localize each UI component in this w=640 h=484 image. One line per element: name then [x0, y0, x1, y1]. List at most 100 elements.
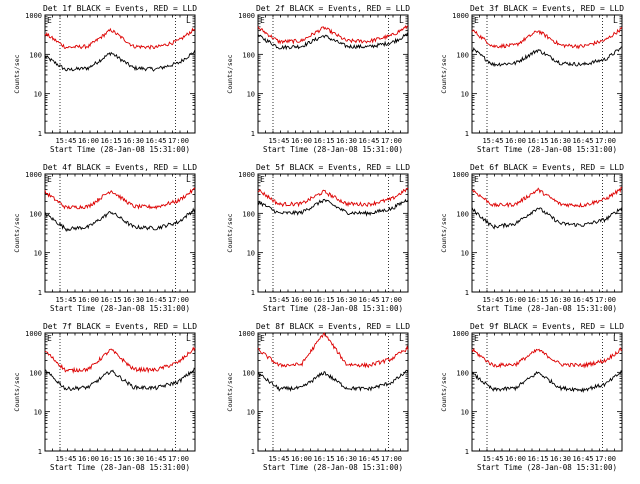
panel-det-4: Det 4f BLACK = Events, RED = LLD 1 10 100 10…	[13, 163, 197, 313]
y-axis-label: Counts/sec	[440, 54, 448, 93]
y-tick-label: 10	[247, 250, 255, 258]
panel-title: Det 2f BLACK = Events, RED = LLD	[256, 4, 410, 13]
corner-mark-left: E	[474, 334, 479, 343]
x-tick-label: 16:45	[572, 137, 593, 145]
x-tick-label: 16:00	[505, 455, 526, 463]
x-tick-label: 16:30	[336, 137, 357, 145]
y-tick-label: 1	[38, 130, 42, 138]
corner-mark-left: E	[474, 175, 479, 184]
y-tick-label: 1000	[25, 171, 42, 179]
events-series-line	[44, 367, 196, 392]
events-series-line	[471, 370, 623, 393]
lld-series-line	[257, 332, 409, 369]
x-axis-label: Start Time (28-Jan-08 15:31:00)	[263, 463, 403, 472]
corner-mark-right: L	[613, 175, 618, 184]
plot-frame	[471, 332, 623, 452]
y-tick-label: 100	[29, 51, 42, 59]
y-tick-label: 1000	[25, 12, 42, 20]
lld-series-line	[44, 27, 196, 51]
y-tick-label: 10	[34, 250, 42, 258]
x-tick-label: 16:30	[123, 455, 144, 463]
plot-frame	[471, 173, 623, 293]
events-series-line	[257, 198, 409, 217]
y-tick-label: 1000	[238, 330, 255, 338]
x-tick-label: 16:45	[145, 296, 166, 304]
y-axis-label: Counts/sec	[13, 213, 21, 252]
x-tick-label: 16:30	[550, 296, 571, 304]
x-axis-label: Start Time (28-Jan-08 15:31:00)	[477, 145, 617, 154]
y-axis-label: Counts/sec	[13, 372, 21, 411]
y-axis-label: Counts/sec	[440, 213, 448, 252]
panel-det-1: Det 1f BLACK = Events, RED = LLD 1 10 100 10…	[13, 4, 197, 154]
x-axis-label: Start Time (28-Jan-08 15:31:00)	[477, 304, 617, 313]
panel-det-8: Det 8f BLACK = Events, RED = LLD 1 10 100 10…	[226, 322, 410, 472]
plot-frame	[257, 332, 409, 452]
corner-mark-left: E	[47, 16, 52, 25]
events-series-line	[44, 207, 196, 233]
panel-title: Det 1f BLACK = Events, RED = LLD	[43, 4, 197, 13]
x-tick-label: 17:00	[381, 137, 402, 145]
x-tick-label: 16:00	[78, 137, 99, 145]
y-tick-label: 1000	[238, 12, 255, 20]
corner-mark-left: E	[260, 334, 265, 343]
y-tick-label: 10	[247, 91, 255, 99]
y-tick-label: 10	[247, 409, 255, 417]
y-tick-label: 1000	[452, 171, 469, 179]
lld-series-line	[471, 347, 623, 369]
y-tick-label: 100	[242, 210, 255, 218]
x-tick-label: 17:00	[595, 455, 616, 463]
y-axis-label: Counts/sec	[226, 213, 234, 252]
lld-series-line	[257, 24, 408, 45]
corner-mark-right: L	[186, 175, 191, 184]
y-tick-label: 1	[251, 289, 255, 297]
x-tick-label: 17:00	[595, 296, 616, 304]
x-axis-label: Start Time (28-Jan-08 15:31:00)	[263, 304, 403, 313]
x-tick-label: 15:45	[55, 455, 76, 463]
x-tick-label: 16:00	[505, 137, 526, 145]
x-tick-label: 16:30	[550, 455, 571, 463]
y-tick-label: 100	[242, 51, 255, 59]
panel-det-3: Det 3f BLACK = Events, RED = LLD 1 10 100 10…	[440, 4, 624, 154]
x-tick-label: 16:00	[291, 455, 312, 463]
x-tick-label: 16:15	[313, 137, 334, 145]
x-axis-label: Start Time (28-Jan-08 15:31:00)	[50, 145, 190, 154]
events-series-line	[44, 49, 196, 72]
y-tick-label: 1	[465, 289, 469, 297]
y-axis-label: Counts/sec	[226, 54, 234, 93]
events-series-line	[257, 369, 409, 392]
y-tick-label: 100	[456, 210, 469, 218]
x-tick-label: 16:00	[78, 296, 99, 304]
x-tick-label: 15:45	[482, 296, 503, 304]
corner-mark-left: E	[260, 16, 265, 25]
corner-mark-right: L	[186, 16, 191, 25]
x-tick-label: 16:15	[527, 296, 548, 304]
x-tick-label: 16:30	[336, 296, 357, 304]
x-tick-label: 15:45	[268, 137, 289, 145]
x-tick-label: 16:45	[358, 296, 379, 304]
x-tick-label: 16:45	[145, 137, 166, 145]
x-tick-label: 16:00	[291, 296, 312, 304]
plot-frame	[44, 14, 196, 134]
panel-det-7: Det 7f BLACK = Events, RED = LLD 1 10 100 10…	[13, 322, 197, 472]
x-tick-label: 16:45	[358, 455, 379, 463]
corner-mark-right: L	[613, 334, 618, 343]
corner-mark-right: L	[186, 334, 191, 343]
y-tick-label: 10	[34, 409, 42, 417]
lld-series-line	[44, 187, 196, 210]
panel-title: Det 5f BLACK = Events, RED = LLD	[256, 163, 410, 172]
plot-frame	[44, 332, 196, 452]
panel-title: Det 6f BLACK = Events, RED = LLD	[470, 163, 624, 172]
x-tick-label: 16:15	[100, 455, 121, 463]
y-tick-label: 1	[465, 448, 469, 456]
y-tick-label: 1	[251, 448, 255, 456]
y-tick-label: 1000	[452, 12, 469, 20]
y-tick-label: 10	[461, 250, 469, 258]
y-tick-label: 1	[38, 289, 42, 297]
y-tick-label: 100	[29, 210, 42, 218]
x-tick-label: 16:45	[145, 455, 166, 463]
panel-title: Det 4f BLACK = Events, RED = LLD	[43, 163, 197, 172]
corner-mark-left: E	[47, 175, 52, 184]
lld-series-line	[471, 26, 623, 50]
x-tick-label: 16:00	[78, 455, 99, 463]
